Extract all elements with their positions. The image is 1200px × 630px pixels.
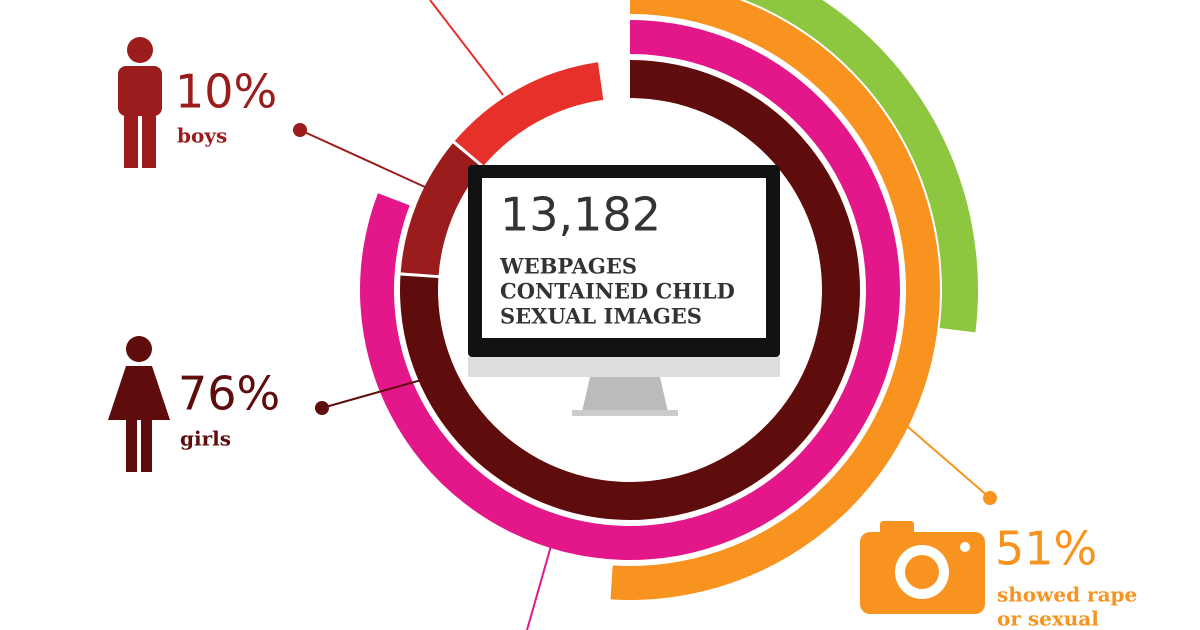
dot — [293, 123, 307, 137]
stat-label: showed rape — [997, 583, 1137, 607]
stat-label: girls — [180, 427, 231, 451]
dot — [315, 401, 329, 415]
stat-value: 51% — [995, 522, 1097, 576]
boy-icon — [118, 37, 162, 168]
center-line: SEXUAL IMAGES — [500, 304, 702, 329]
dot — [983, 491, 997, 505]
center-line: CONTAINED CHILD — [500, 279, 735, 304]
ring-segment — [610, 0, 940, 600]
rings — [360, 0, 978, 600]
center-line: WEBPAGES — [499, 254, 637, 279]
leader-line — [299, 129, 426, 188]
ring-decor — [454, 62, 604, 166]
leader-line — [526, 531, 556, 630]
leader-line — [899, 419, 991, 499]
stat-label: or sexual — [997, 607, 1099, 630]
stat-value: 10% — [175, 65, 277, 119]
ring-segment — [400, 143, 483, 276]
ring-decor — [745, 0, 978, 333]
camera-icon — [860, 521, 985, 614]
monitor — [468, 165, 780, 416]
leader-line — [321, 376, 433, 409]
girl-icon — [108, 336, 170, 472]
stat-label: boys — [177, 124, 227, 148]
center-number: 13,182 — [500, 188, 661, 242]
stat-value: 76% — [178, 367, 280, 421]
leader-line — [429, 0, 504, 96]
